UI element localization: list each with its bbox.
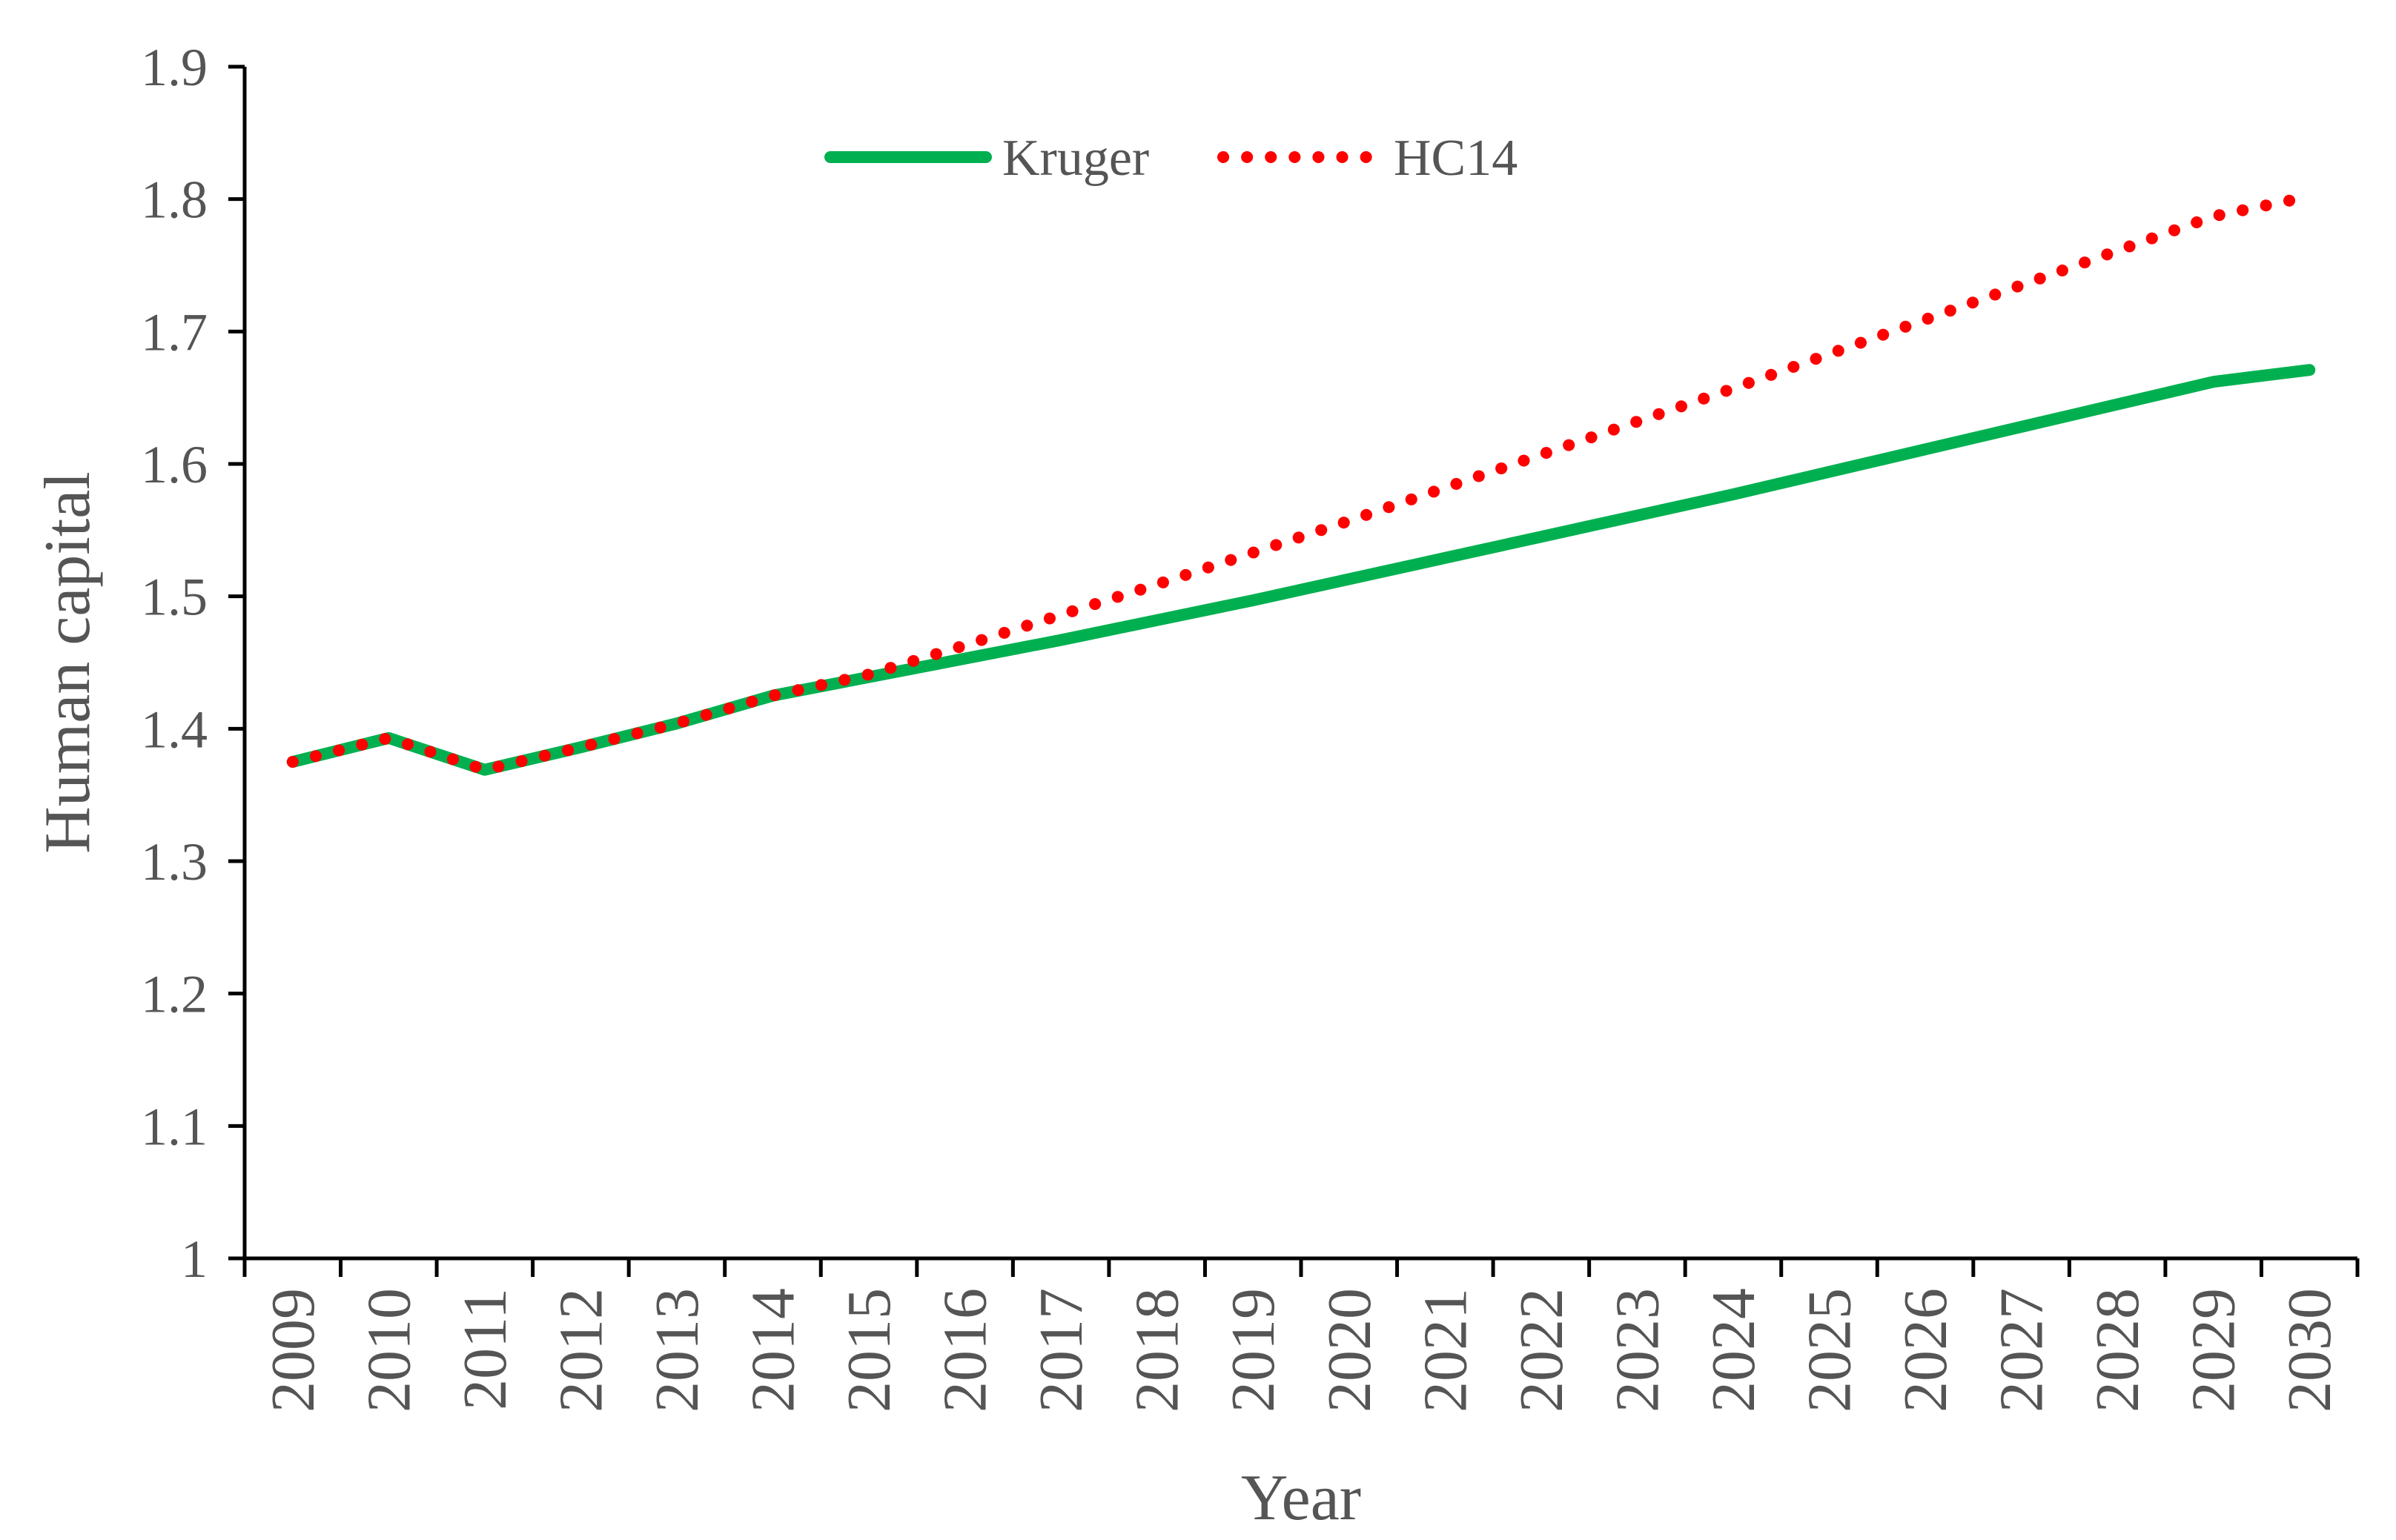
- x-tick-label: 2017: [1027, 1288, 1096, 1413]
- y-tick-label: 1.7: [141, 302, 208, 362]
- x-tick-label: 2009: [259, 1288, 328, 1413]
- x-tick-label: 2011: [451, 1288, 520, 1410]
- y-tick-label: 1.4: [141, 700, 208, 759]
- x-tick-label: 2013: [643, 1288, 712, 1413]
- series-line-kruger: [286, 364, 2316, 776]
- x-tick-label: 2016: [931, 1288, 1000, 1413]
- x-tick-label: 2027: [1988, 1288, 2056, 1413]
- series-line-hc14: [286, 190, 2316, 776]
- x-tick-label: 2026: [1891, 1288, 1960, 1413]
- x-tick-label: 2022: [1507, 1288, 1576, 1413]
- series-lines: [286, 190, 2316, 776]
- x-tick-label: 2024: [1699, 1288, 1768, 1413]
- y-tick-label: 1.5: [141, 568, 208, 627]
- x-tick-label: 2020: [1315, 1288, 1384, 1413]
- y-tick-label: 1.3: [141, 832, 208, 892]
- x-tick-label: 2012: [546, 1288, 615, 1413]
- y-tick-label: 1.9: [141, 38, 208, 97]
- x-tick-label: 2015: [835, 1288, 904, 1413]
- legend-label-hc14: HC14: [1394, 130, 1518, 187]
- y-tick-label: 1.8: [141, 170, 208, 230]
- x-tick-label: 2029: [2180, 1288, 2248, 1413]
- x-axis-ticks: 2009 2010 2011 2012 2013 2014 2015 2016 2017 2018…: [242, 1258, 2360, 1413]
- x-tick-label: 2023: [1603, 1288, 1672, 1413]
- legend: Kruger HC14: [824, 130, 1518, 187]
- x-tick-label: 2014: [739, 1288, 808, 1413]
- x-tick-label: 2021: [1411, 1288, 1480, 1413]
- y-axis-ticks: 1 1.1 1.2 1.3 1.4 1.5 1.6 1.7 1.8 1.9: [141, 38, 245, 1289]
- x-tick-label: 2030: [2275, 1288, 2344, 1413]
- x-tick-label: 2028: [2083, 1288, 2152, 1413]
- y-axis-title: Human capital: [32, 471, 104, 854]
- y-tick-label: 1.6: [141, 435, 208, 494]
- y-tick-label: 1.1: [141, 1097, 208, 1156]
- legend-label-kruger: Kruger: [1002, 130, 1149, 187]
- x-tick-label: 2025: [1796, 1288, 1864, 1413]
- x-tick-label: 2018: [1123, 1288, 1192, 1413]
- x-axis-title: Year: [1241, 1462, 1361, 1534]
- y-tick-label: 1.2: [141, 965, 208, 1024]
- axes: [242, 67, 2357, 1261]
- y-tick-label: 1: [181, 1229, 208, 1289]
- x-tick-label: 2010: [354, 1288, 423, 1413]
- x-tick-label: 2019: [1219, 1288, 1288, 1413]
